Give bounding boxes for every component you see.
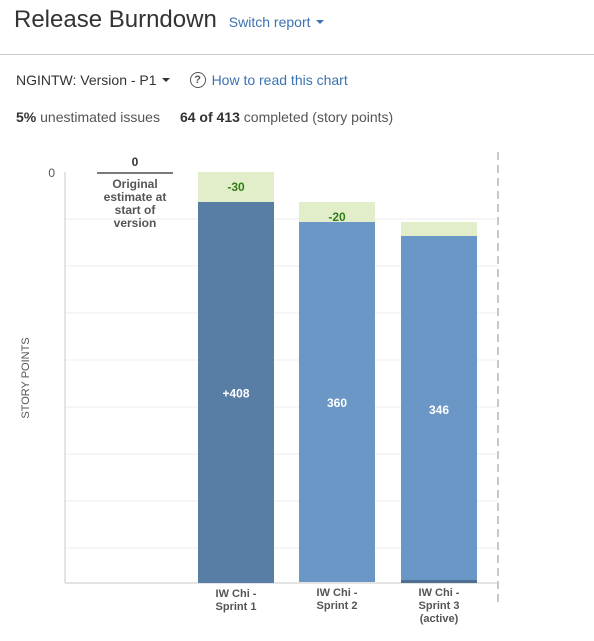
completed-text: completed (story points) — [243, 109, 394, 125]
unestimated-text: unestimated issues — [40, 109, 160, 125]
help-icon: ? — [189, 72, 206, 88]
unestimated-percent: 5% — [16, 109, 37, 125]
scope-removed-segment — [198, 172, 274, 202]
version-dropdown[interactable]: NGINTW: Version - P1 — [16, 72, 170, 88]
report-header: Release Burndown Switch report — [14, 6, 324, 34]
category-label: (active) — [420, 613, 459, 625]
remaining-work-bar — [401, 236, 477, 582]
page-title: Release Burndown — [14, 6, 217, 33]
bar-value-label: 346 — [429, 403, 449, 417]
chevron-down-icon — [315, 20, 324, 24]
y-tick-label: 0 — [48, 166, 55, 180]
y-axis-label: STORY POINTS — [20, 337, 32, 418]
category-label: IW Chi - — [317, 587, 358, 599]
bar-value-label: 360 — [327, 396, 347, 410]
switch-report-button[interactable]: Switch report — [229, 14, 324, 30]
category-label: start of — [115, 203, 157, 217]
category-label: IW Chi - — [419, 587, 460, 599]
burndown-stats: 5% unestimated issues 64 of 413 complete… — [16, 109, 393, 125]
category-label: Sprint 1 — [216, 601, 257, 613]
category-label: Sprint 2 — [317, 600, 358, 612]
how-to-read-link[interactable]: ? How to read this chart — [189, 72, 348, 88]
remaining-work-bar — [299, 222, 375, 582]
category-label: estimate at — [104, 190, 167, 204]
category-label: Original — [112, 177, 157, 191]
scope-change-label: -20 — [328, 210, 346, 224]
completed-work-segment — [401, 580, 477, 583]
bar-value-label: 0 — [132, 155, 139, 169]
report-toolbar: NGINTW: Version - P1 ? How to read this … — [16, 72, 348, 88]
version-label: NGINTW: Version - P1 — [16, 72, 157, 88]
completed-count: 64 of 413 — [179, 109, 240, 125]
chevron-down-icon — [161, 78, 170, 82]
bar-value-label: +408 — [222, 387, 249, 401]
how-to-read-label: How to read this chart — [211, 72, 348, 88]
category-label: Sprint 3 — [419, 600, 460, 612]
scope-removed-segment — [401, 222, 477, 236]
category-label: IW Chi - — [216, 588, 257, 600]
category-label: version — [114, 216, 157, 230]
header-divider — [0, 54, 594, 55]
remaining-work-bar — [198, 202, 274, 583]
scope-change-label: -30 — [227, 180, 245, 194]
switch-report-label: Switch report — [228, 14, 311, 30]
scope-removed-segment — [299, 202, 375, 222]
